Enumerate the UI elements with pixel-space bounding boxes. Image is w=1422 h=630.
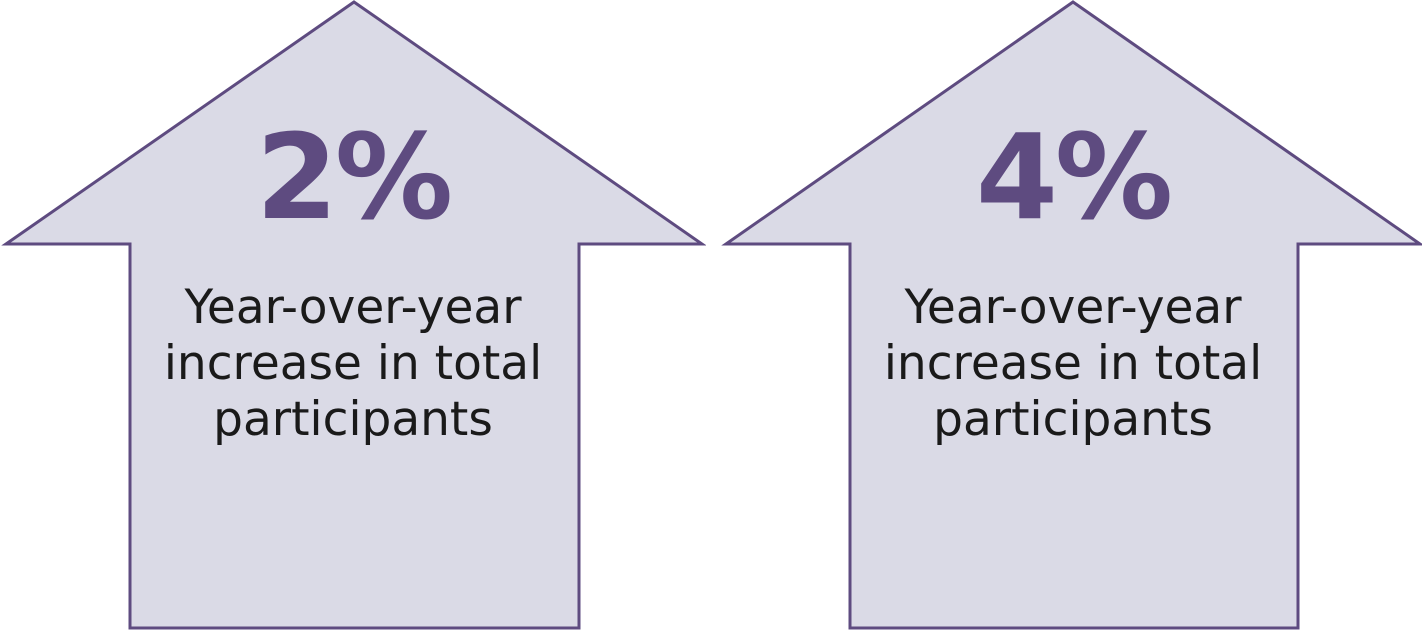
stat-card-2: 4% Year-over-year increase in total part… [720, 0, 1422, 630]
stat-description: Year-over-year increase in total partici… [163, 280, 543, 447]
stat-description: Year-over-year increase in total partici… [883, 280, 1263, 447]
stat-card-1: 2% Year-over-year increase in total part… [0, 0, 706, 630]
stat-value: 2% [255, 108, 453, 246]
up-arrow-icon [721, 0, 1422, 630]
up-arrow-icon [1, 0, 706, 630]
stat-value: 4% [975, 108, 1173, 246]
